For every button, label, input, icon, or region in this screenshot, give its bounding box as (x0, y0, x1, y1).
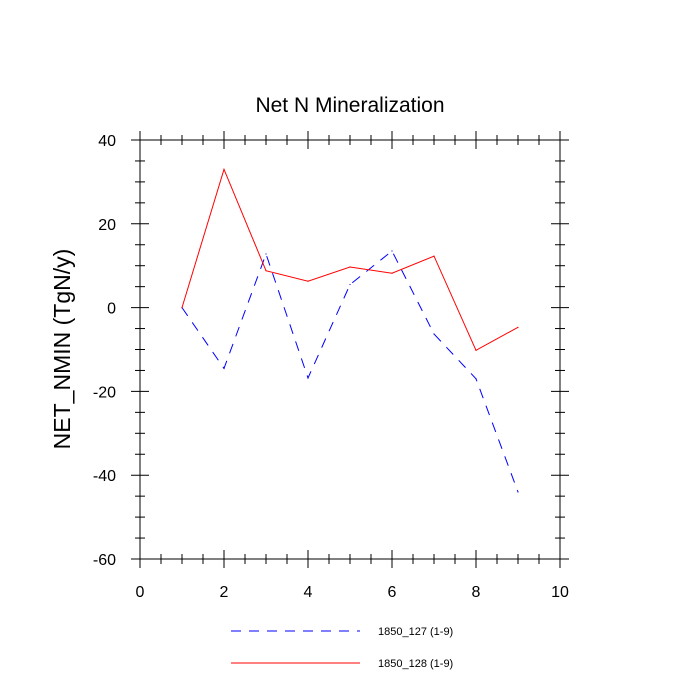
series-2-point (181, 307, 183, 309)
y-tick-label: -40 (93, 468, 116, 485)
series-2-point (223, 168, 225, 170)
series-1-point (433, 333, 435, 335)
y-tick-label: -20 (93, 384, 116, 401)
y-tick-label: 40 (98, 133, 116, 150)
series-1-point (391, 250, 393, 252)
x-tick-label: 8 (472, 584, 481, 601)
x-tick-label: 4 (304, 584, 313, 601)
x-tick-label: 0 (136, 584, 145, 601)
series-1-point (475, 378, 477, 380)
x-tick-label: 6 (388, 584, 397, 601)
legend: 1850_127 (1-9) 1850_128 (1-9) (231, 626, 453, 670)
x-tick-label: 10 (551, 584, 569, 601)
y-tick-label: -60 (93, 552, 116, 569)
x-tick-label: 2 (220, 584, 229, 601)
y-tick-label: 20 (98, 217, 116, 234)
y-axis-label: NET_NMIN (TgN/y) (49, 249, 75, 450)
series-2-point (349, 266, 351, 268)
series-line-1 (181, 250, 519, 493)
series-1-point (517, 491, 519, 493)
series-1-point (223, 367, 225, 369)
legend-label-1: 1850_127 (1-9) (378, 626, 453, 638)
chart-title: Net N Mineralization (255, 94, 444, 117)
series-2-point (433, 255, 435, 257)
series-1-point (307, 377, 309, 379)
plot-area: 0 2 4 6 8 10 -60 -40 -20 0 20 40 (93, 131, 569, 601)
series-1-point (349, 283, 351, 286)
series-2-point (475, 349, 477, 351)
series-2-point (307, 280, 309, 282)
series-line-2 (181, 167, 519, 351)
series-2-point (517, 326, 519, 328)
series-1-point (265, 253, 267, 255)
series-2-point (391, 272, 393, 274)
plot-frame (139, 139, 561, 560)
series-2-point (265, 270, 267, 272)
y-tick-label: 0 (107, 301, 116, 318)
legend-label-2: 1850_128 (1-9) (378, 658, 453, 670)
